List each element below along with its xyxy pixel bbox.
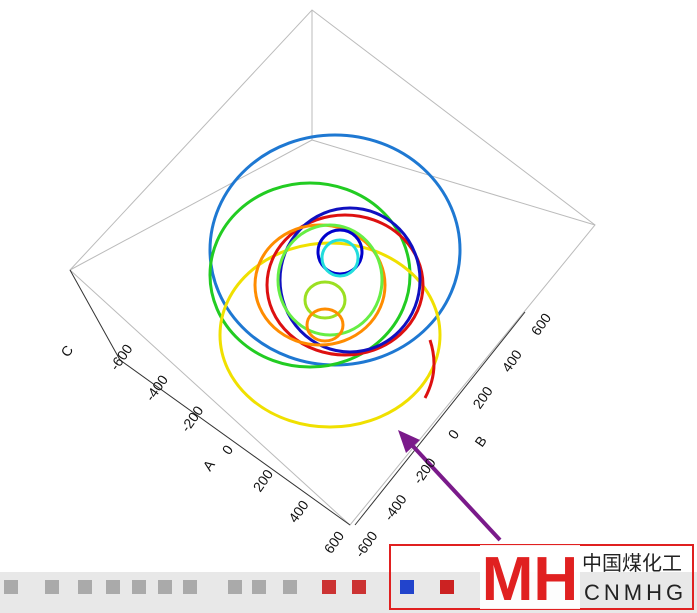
tick-label: -400: [380, 491, 409, 523]
tick-label: 600: [321, 528, 348, 556]
tick-label: 600: [528, 310, 555, 338]
axis-label-b: B: [471, 433, 489, 450]
trajectories: [208, 133, 462, 429]
box: [69, 9, 596, 526]
logo-bg: [480, 545, 580, 609]
tick-label: 200: [250, 466, 277, 494]
tick-label: -600: [351, 528, 380, 560]
logo: MH: [482, 545, 578, 613]
watermark-name: 中国煤化工: [582, 552, 682, 575]
axis-label-a: A: [199, 456, 218, 473]
watermark-code: CNMHG: [584, 580, 687, 605]
tick-label: 0: [219, 442, 237, 458]
arrow: [398, 430, 502, 542]
axis-label-c: C: [57, 342, 76, 359]
tick-label: 0: [445, 426, 463, 442]
tick-label: 400: [498, 346, 525, 374]
toolbar-buttons: [4, 580, 454, 594]
tick-label: 400: [285, 497, 312, 525]
tick-label: 200: [469, 383, 496, 411]
tick-label: -400: [142, 372, 171, 404]
